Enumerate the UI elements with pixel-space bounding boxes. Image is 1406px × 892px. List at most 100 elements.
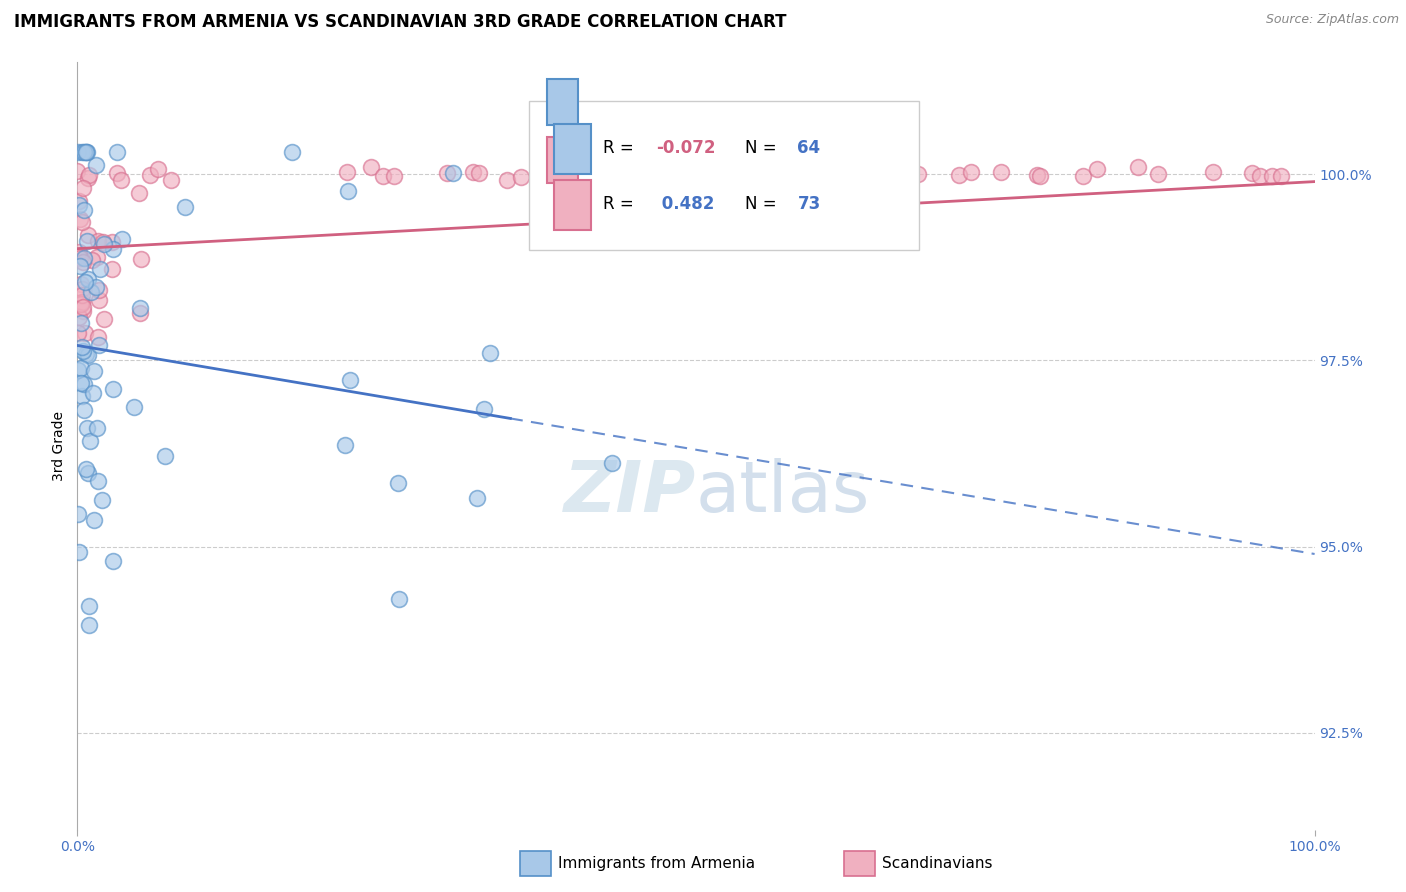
Point [86,158,108,172]
Point [72,301,94,315]
Point [75,145,97,159]
Point [93,236,115,251]
Point [69,244,91,259]
Point [77,168,100,182]
Text: 73: 73 [797,195,821,213]
Point [80,285,103,299]
Point [472,401,495,416]
Point [77,227,100,242]
Point [70,277,93,292]
Point [67,507,90,521]
Point [101,262,124,277]
FancyBboxPatch shape [554,124,591,174]
Point [73,145,96,159]
Point [69,376,91,391]
Point [87,330,110,344]
Text: Scandinavians: Scandinavians [882,856,993,871]
Point [67,310,90,324]
Text: 0.482: 0.482 [657,195,714,213]
Point [479,346,502,360]
Point [461,165,484,179]
Text: N =: N = [745,195,782,213]
Point [70,297,93,311]
Point [76,234,98,248]
Point [101,382,124,396]
Point [110,173,132,187]
Point [75,347,97,361]
Point [73,326,96,341]
Point [509,169,531,184]
Point [77,599,100,613]
Point [73,403,96,417]
Text: -0.072: -0.072 [657,139,716,157]
Point [86,420,108,434]
Point [66,326,89,340]
Point [820,169,842,183]
Point [80,253,103,268]
Point [77,272,100,286]
Point [360,160,382,174]
Point [87,338,110,352]
Y-axis label: 3rd Grade: 3rd Grade [52,411,66,481]
Point [89,261,111,276]
Point [1240,166,1263,180]
Point [696,169,718,183]
Point [1202,165,1225,179]
Point [948,168,970,182]
Point [845,161,868,175]
Point [336,165,359,179]
Point [72,343,94,358]
Point [465,491,488,506]
Point [1261,169,1284,183]
Point [69,260,91,274]
Point [1025,169,1047,183]
Point [72,145,94,159]
Point [75,275,97,289]
Point [146,161,169,176]
Point [600,457,623,471]
Point [76,466,98,480]
Text: Immigrants from Armenia: Immigrants from Armenia [558,856,755,871]
Point [84,280,107,294]
Point [129,252,152,266]
Point [76,421,98,435]
Point [907,167,929,181]
Point [441,166,464,180]
Point [496,173,519,187]
Point [122,400,145,414]
Point [90,493,112,508]
Text: 64: 64 [797,139,821,157]
Point [76,348,98,362]
Point [93,311,115,326]
Point [1126,160,1149,174]
Point [337,184,360,198]
Point [128,186,150,200]
Point [129,305,152,319]
Point [66,163,89,178]
Point [959,164,981,178]
Point [1085,162,1108,177]
Point [67,545,90,559]
FancyBboxPatch shape [529,101,918,251]
Point [73,203,96,218]
Point [371,169,394,184]
Point [138,168,160,182]
Point [77,617,100,632]
Point [1028,169,1050,183]
Point [384,169,406,183]
Point [70,316,93,330]
Point [281,145,304,159]
Point [527,167,550,181]
Point [73,251,96,265]
Point [101,242,124,256]
FancyBboxPatch shape [554,180,591,229]
Text: ZIP: ZIP [564,458,696,526]
Point [79,434,101,449]
Point [70,288,93,302]
Point [72,215,94,229]
Point [69,296,91,310]
Point [83,364,105,378]
Point [72,255,94,269]
Point [468,166,491,180]
Point [75,145,97,159]
